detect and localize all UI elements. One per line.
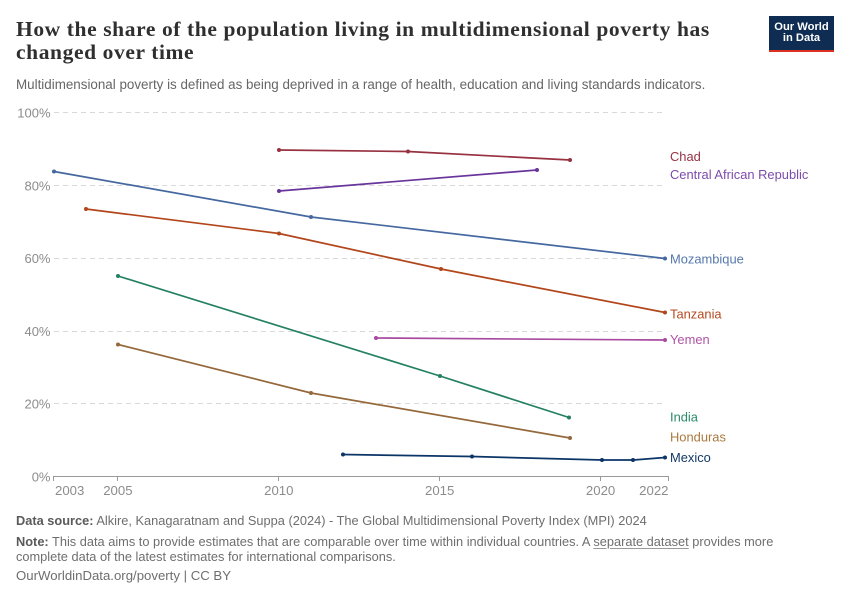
svg-text:2005: 2005	[103, 483, 132, 498]
svg-text:2015: 2015	[425, 483, 454, 498]
svg-text:0%: 0%	[32, 469, 51, 484]
svg-text:2022: 2022	[639, 483, 668, 498]
svg-text:20%: 20%	[24, 397, 50, 412]
svg-text:Honduras: Honduras	[670, 430, 726, 445]
svg-text:60%: 60%	[24, 251, 50, 266]
svg-text:Tanzania: Tanzania	[670, 307, 722, 322]
svg-text:100%: 100%	[17, 106, 51, 121]
svg-text:Yemen: Yemen	[670, 332, 710, 347]
svg-text:Mozambique: Mozambique	[670, 252, 744, 267]
svg-text:Central African Republic: Central African Republic	[670, 167, 809, 182]
svg-text:India: India	[670, 410, 699, 425]
svg-text:2020: 2020	[586, 483, 615, 498]
svg-text:2010: 2010	[264, 483, 293, 498]
svg-text:40%: 40%	[24, 324, 50, 339]
svg-text:2003: 2003	[55, 483, 84, 498]
svg-text:Mexico: Mexico	[670, 450, 711, 465]
svg-text:Chad: Chad	[670, 149, 701, 164]
svg-text:80%: 80%	[24, 178, 50, 193]
